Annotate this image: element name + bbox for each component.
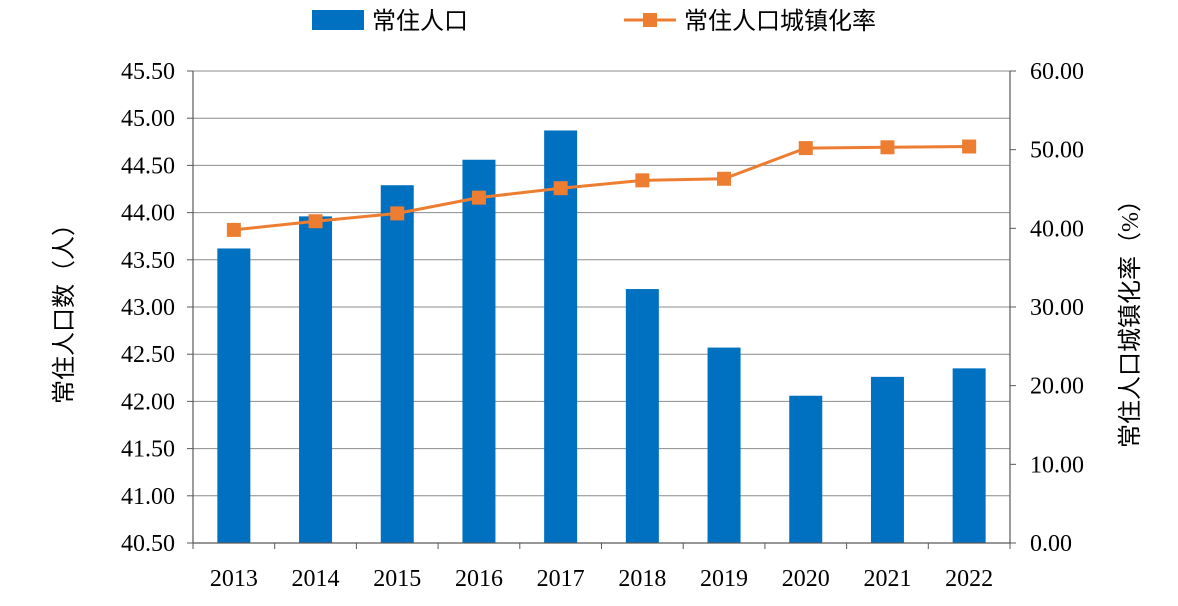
bar [217,248,251,544]
y-left-tick-label: 42.00 [121,389,175,415]
y-axis-right-title: 常住人口城镇化率（%） [1117,188,1144,448]
bar [707,347,741,543]
bar [544,130,578,544]
line-marker [717,171,732,186]
y-left-tick-label: 42.50 [121,342,175,368]
y-right-tick-label: 60.00 [1030,59,1084,85]
bar [380,185,414,543]
legend-label-line: 常住人口城镇化率 [684,8,876,35]
y-left-tick-label: 40.50 [121,531,175,557]
line-marker [880,140,895,155]
line-marker [308,214,323,229]
bar-series [217,130,986,544]
x-tick-label: 2013 [210,566,258,592]
x-tick-label: 2014 [292,566,340,592]
urbanization-rate-line [233,145,970,232]
line-marker [226,222,241,237]
line-marker [390,206,405,221]
line-series [226,139,977,237]
legend-swatch-marker [643,13,657,27]
y-right-tick-label: 0.00 [1030,531,1072,557]
bar [625,289,659,543]
line-marker [962,139,977,154]
bar [462,159,496,543]
bar [789,395,823,543]
y-right-tick-label: 20.00 [1030,374,1084,400]
y-left-tick-label: 44.00 [121,201,175,227]
line-marker [798,141,813,156]
y-left-tick-label: 44.50 [121,153,175,179]
y-right-tick-label: 30.00 [1030,295,1084,321]
x-tick-label: 2019 [700,566,748,592]
bar [299,216,333,543]
x-tick-label: 2020 [782,566,830,592]
x-tick-label: 2022 [945,566,993,592]
y-right-tick-label: 50.00 [1030,138,1084,164]
x-tick-label: 2016 [455,566,503,592]
line-marker [471,190,486,205]
x-tick-label: 2015 [373,566,421,592]
y-right-tick-label: 40.00 [1030,216,1084,242]
y-left-tick-label: 41.50 [121,437,175,463]
bar [870,376,904,543]
y-left-tick-label: 41.00 [121,484,175,510]
y-right-tick-label: 10.00 [1030,452,1084,478]
axes [187,70,1016,549]
x-tick-label: 2018 [618,566,666,592]
x-tick-label: 2017 [537,566,585,592]
line-marker [553,181,568,196]
legend: 常住人口 常住人口城镇化率 [312,8,876,35]
tick-labels: 40.50 41.00 41.50 42.00 42.50 43.00 43.50 44.00… [121,59,1084,592]
y-left-tick-label: 45.00 [121,106,175,132]
y-left-tick-label: 45.50 [121,59,175,85]
y-left-tick-label: 43.00 [121,295,175,321]
bar [952,368,986,543]
y-left-tick-label: 43.50 [121,248,175,274]
y-axis-left-title: 常住人口数（人） [51,212,78,404]
legend-swatch-bar [312,10,364,30]
line-marker [635,173,650,188]
x-tick-label: 2021 [863,566,911,592]
legend-label-bar: 常住人口 [372,8,468,35]
